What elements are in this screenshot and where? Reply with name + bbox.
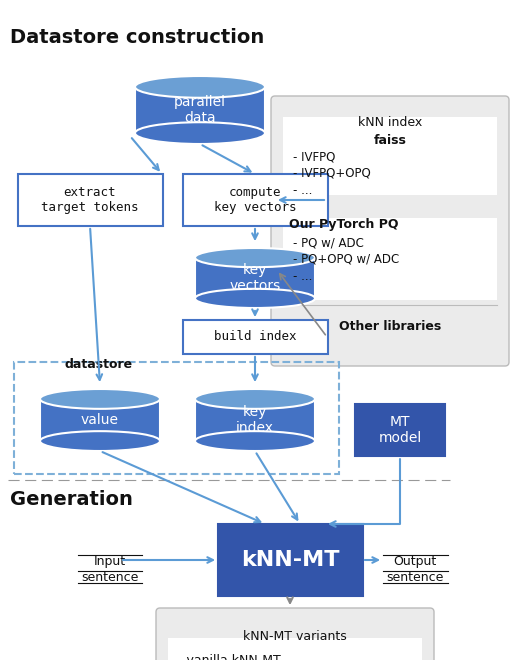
Text: Datastore construction: Datastore construction — [10, 28, 264, 47]
Ellipse shape — [195, 431, 315, 451]
Text: kNN-MT variants: kNN-MT variants — [243, 630, 347, 643]
Bar — [195, 257, 315, 298]
Text: - PQ w/ ADC: - PQ w/ ADC — [293, 236, 364, 249]
Text: Other libraries: Other libraries — [339, 320, 441, 333]
Text: datastore: datastore — [65, 358, 133, 371]
Text: Generation: Generation — [10, 490, 133, 509]
Ellipse shape — [135, 76, 265, 98]
Text: compute
key vectors: compute key vectors — [214, 186, 296, 214]
Text: key
index: key index — [236, 405, 274, 435]
FancyBboxPatch shape — [182, 320, 327, 354]
Text: - IVFPQ+OPQ: - IVFPQ+OPQ — [293, 167, 371, 180]
Text: MT
model: MT model — [378, 415, 421, 445]
Text: faiss: faiss — [374, 134, 407, 147]
Text: - vanilla kNN-MT: - vanilla kNN-MT — [178, 654, 281, 660]
Bar — [40, 399, 160, 441]
Ellipse shape — [40, 389, 160, 409]
Text: - PQ+OPQ w/ ADC: - PQ+OPQ w/ ADC — [293, 253, 399, 266]
Ellipse shape — [195, 389, 315, 409]
Ellipse shape — [195, 289, 315, 308]
FancyBboxPatch shape — [217, 524, 362, 596]
Text: value: value — [81, 413, 119, 427]
Ellipse shape — [195, 248, 315, 267]
Ellipse shape — [135, 122, 265, 144]
Text: sentence: sentence — [387, 571, 444, 584]
Text: Our PyTorch PQ: Our PyTorch PQ — [289, 218, 398, 231]
FancyBboxPatch shape — [283, 117, 497, 195]
Ellipse shape — [40, 431, 160, 451]
FancyBboxPatch shape — [156, 608, 434, 660]
Text: sentence: sentence — [81, 571, 139, 584]
Text: Output: Output — [393, 555, 436, 568]
Text: - IVFPQ: - IVFPQ — [293, 150, 335, 163]
Bar — [195, 399, 315, 441]
FancyBboxPatch shape — [17, 174, 162, 226]
Text: kNN index: kNN index — [358, 116, 422, 129]
FancyBboxPatch shape — [168, 638, 422, 660]
FancyBboxPatch shape — [283, 218, 497, 300]
FancyBboxPatch shape — [182, 174, 327, 226]
Text: extract
target tokens: extract target tokens — [41, 186, 139, 214]
Text: build index: build index — [214, 331, 296, 343]
Text: kNN-MT: kNN-MT — [241, 550, 339, 570]
FancyBboxPatch shape — [271, 96, 509, 366]
Text: Input: Input — [94, 555, 126, 568]
FancyBboxPatch shape — [355, 404, 445, 456]
Text: key
vectors: key vectors — [229, 263, 281, 293]
Text: parallel
data: parallel data — [174, 95, 226, 125]
Bar — [135, 87, 265, 133]
Text: - ...: - ... — [293, 270, 313, 283]
Text: - ...: - ... — [293, 184, 313, 197]
